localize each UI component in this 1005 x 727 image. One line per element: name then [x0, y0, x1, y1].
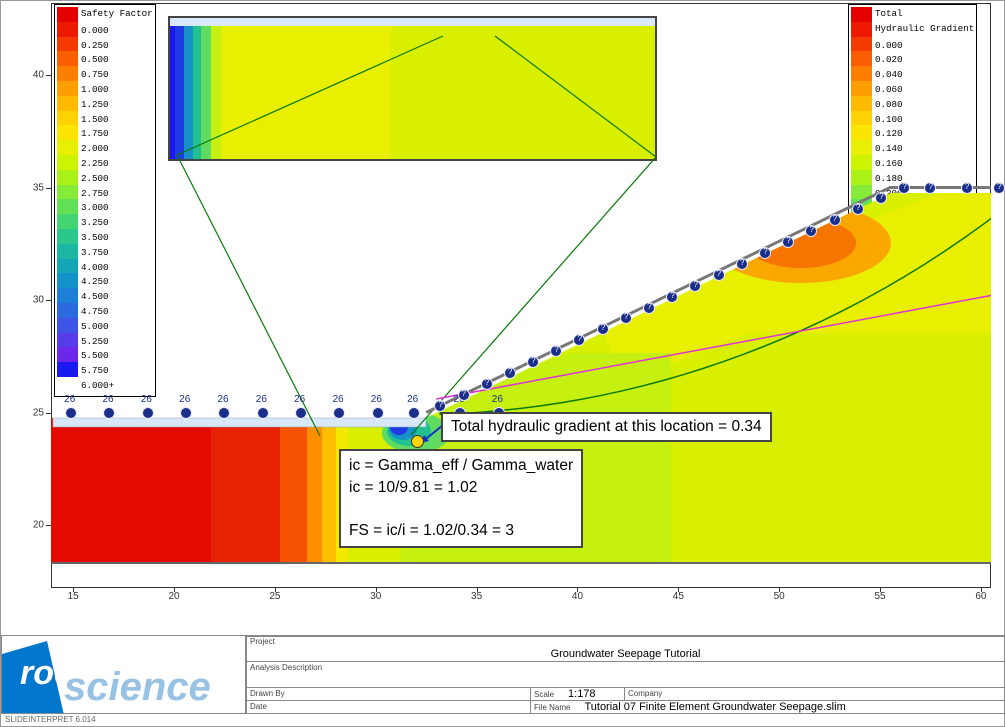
label-filename: File Name: [534, 703, 570, 712]
analysis-point-marker: [458, 389, 470, 401]
label-analysis: Analysis Description: [250, 663, 322, 672]
analysis-point-marker: [736, 258, 748, 270]
version-tag: SLIDEINTERPRET 6.014: [5, 715, 96, 724]
marker-label: 26: [332, 394, 343, 405]
analysis-point-marker: [218, 407, 230, 419]
value-project: Groundwater Seepage Tutorial: [250, 648, 1001, 660]
analysis-point-marker: [372, 407, 384, 419]
analysis-point-marker: [666, 291, 678, 303]
analysis-point-marker: [257, 407, 269, 419]
marker-label: 26: [407, 394, 418, 405]
analysis-point-marker: [65, 407, 77, 419]
label-date: Date: [250, 702, 267, 711]
marker-label: 26: [141, 394, 152, 405]
analysis-point-marker: [434, 400, 446, 412]
marker-label: 26: [294, 394, 305, 405]
analysis-point-marker: [295, 407, 307, 419]
value-filename: Tutorial 07 Finite Element Groundwater S…: [584, 701, 845, 713]
analysis-point-marker: [180, 407, 192, 419]
analysis-point-marker: [961, 182, 973, 194]
analysis-point-marker: [829, 214, 841, 226]
svg-text:science: science: [64, 665, 211, 709]
query-point-marker: [411, 435, 424, 448]
analysis-point-marker: [643, 302, 655, 314]
analysis-point-marker: [759, 247, 771, 259]
annotation-gradient: Total hydraulic gradient at this locatio…: [441, 412, 772, 442]
label-company: Company: [628, 689, 662, 698]
field-project: Project Groundwater Seepage Tutorial: [246, 635, 1005, 662]
field-scale: Scale 1:178: [530, 687, 625, 701]
label-drawnby: Drawn By: [250, 689, 285, 698]
value-scale: 1:178: [568, 688, 596, 700]
marker-label: 26: [179, 394, 190, 405]
marker-label: 26: [492, 394, 503, 405]
analysis-point-marker: [481, 378, 493, 390]
analysis-point-marker: [924, 182, 936, 194]
marker-label: 26: [102, 394, 113, 405]
analysis-point-marker: [597, 323, 609, 335]
analysis-point-marker: [333, 407, 345, 419]
analysis-point-marker: [504, 367, 516, 379]
analysis-point-marker: [713, 269, 725, 281]
logo: roc science: [1, 635, 246, 714]
marker-label: 26: [371, 394, 382, 405]
analysis-point-marker: [898, 182, 910, 194]
analysis-point-marker: [408, 407, 420, 419]
marker-label: 26: [64, 394, 75, 405]
marker-label: 26: [256, 394, 267, 405]
analysis-point-marker: [103, 407, 115, 419]
label-project: Project: [250, 637, 275, 646]
field-date: Date: [246, 700, 531, 714]
field-filename: File Name Tutorial 07 Finite Element Gro…: [530, 700, 1005, 714]
field-drawnby: Drawn By: [246, 687, 531, 701]
field-company: Company: [624, 687, 1005, 701]
label-scale: Scale: [534, 690, 554, 699]
plot-canvas: Safety Factor 0.000 0.250 0.500 0.750 1.…: [1, 1, 1004, 637]
annotation-calc: ic = Gamma_eff / Gamma_water ic = 10/9.8…: [339, 449, 583, 548]
title-block: roc science Project Groundwater Seepage …: [1, 635, 1005, 726]
analysis-point-marker: [142, 407, 154, 419]
analysis-point-marker: [993, 182, 1005, 194]
field-analysis: Analysis Description: [246, 661, 1005, 688]
marker-label: 26: [217, 394, 228, 405]
